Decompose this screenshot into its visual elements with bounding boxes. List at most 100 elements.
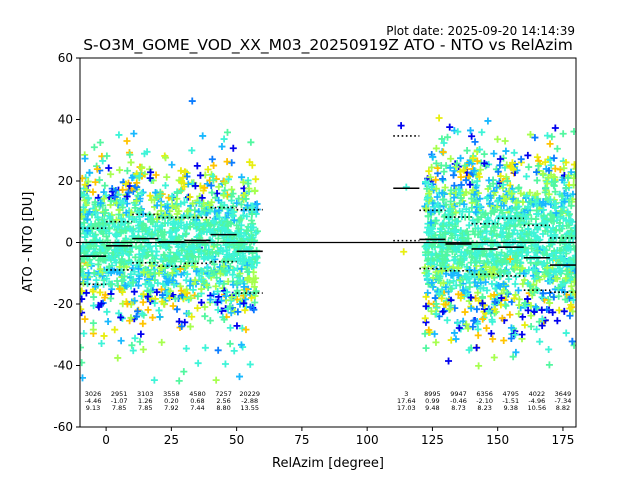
scatter-point <box>506 255 514 263</box>
scatter-point <box>454 271 462 279</box>
scatter-point <box>570 255 576 263</box>
scatter-point <box>494 198 502 206</box>
scatter-point <box>203 264 211 272</box>
scatter-point <box>507 324 515 332</box>
scatter-point <box>169 302 177 310</box>
scatter-point <box>539 170 547 178</box>
scatter-point <box>131 334 139 342</box>
scatter-point <box>126 151 134 159</box>
scatter-point <box>533 153 541 161</box>
scatter-point <box>114 354 122 362</box>
scatter-point <box>146 192 154 200</box>
scatter-point <box>180 368 188 376</box>
bin-std-label: 8.80 <box>216 404 230 412</box>
scatter-point <box>158 298 166 306</box>
bin-mean-label: -2.10 <box>476 397 493 405</box>
scatter-point <box>539 289 547 297</box>
scatter-point <box>510 330 518 338</box>
scatter-point <box>220 135 228 143</box>
scatter-point <box>179 174 187 182</box>
scatter-point <box>524 248 532 256</box>
scatter-point <box>546 140 554 148</box>
bin-std-label: 9.13 <box>86 404 100 412</box>
scatter-point <box>524 306 532 314</box>
scatter-point <box>523 230 531 238</box>
scatter-point <box>152 171 160 179</box>
scatter-point <box>550 181 558 189</box>
scatter-point <box>476 166 484 174</box>
scatter-point <box>427 219 435 227</box>
scatter-point <box>244 180 252 188</box>
scatter-point <box>158 285 166 293</box>
scatter-point <box>456 199 464 207</box>
scatter-point <box>90 143 98 151</box>
scatter-point <box>527 198 535 206</box>
scatter-point <box>184 207 192 215</box>
scatter-point <box>144 306 152 314</box>
scatter-point <box>220 316 228 324</box>
scatter-point <box>104 318 112 326</box>
scatter-point <box>545 190 553 198</box>
scatter-point <box>446 164 454 172</box>
scatter-point <box>161 181 169 189</box>
scatter-point <box>472 208 480 216</box>
scatter-point <box>447 302 455 310</box>
scatter-point <box>137 330 145 338</box>
scatter-point <box>201 247 209 255</box>
bin-std-label: 9.48 <box>425 404 439 412</box>
scatter-point <box>243 227 251 235</box>
scatter-point <box>253 227 261 235</box>
scatter-point <box>249 224 257 232</box>
scatter-point <box>468 253 476 261</box>
scatter-point <box>440 168 448 176</box>
scatter-point <box>491 206 499 214</box>
y-axis-label: ATO - NTO [DU] <box>21 192 36 293</box>
scatter-point <box>488 280 496 288</box>
scatter-point <box>189 200 197 208</box>
scatter-point <box>156 313 164 321</box>
scatter-point <box>480 150 488 158</box>
scatter-point <box>117 313 125 321</box>
scatter-point <box>553 145 561 153</box>
scatter-point <box>86 242 94 250</box>
scatter-point <box>207 182 215 190</box>
scatter-point <box>502 302 510 310</box>
scatter-point <box>490 150 498 158</box>
scatter-point <box>422 344 430 352</box>
scatter-point <box>136 218 144 226</box>
scatter-point <box>546 289 554 297</box>
scatter-point <box>483 227 491 235</box>
scatter-point <box>503 161 511 169</box>
bin-statistics: 3026-4.469.132951-1.077.8531031.267.8535… <box>80 135 576 412</box>
scatter-point <box>146 225 154 233</box>
scatter-point <box>456 281 464 289</box>
scatter-point <box>473 215 481 223</box>
scatter-point <box>482 324 490 332</box>
scatter-point <box>168 161 176 169</box>
bin-mean-label: 2.56 <box>216 397 230 405</box>
scatter-point <box>465 346 473 354</box>
scatter-point <box>208 254 216 262</box>
scatter-point <box>139 320 147 328</box>
scatter-point <box>84 227 92 235</box>
scatter-point <box>127 314 135 322</box>
bin-std-label: 10.56 <box>528 404 547 412</box>
scatter-point <box>178 246 186 254</box>
scatter-point <box>568 337 576 345</box>
scatter-point <box>474 231 482 239</box>
scatter-point <box>538 293 546 301</box>
scatter-point <box>531 134 539 142</box>
chart-title: S-O3M_GOME_VOD_XX_M03_20250919Z ATO - NT… <box>83 36 573 55</box>
scatter-point <box>484 307 492 315</box>
scatter-point <box>237 200 245 208</box>
scatter-point <box>531 275 539 283</box>
scatter-point <box>243 212 251 220</box>
scatter-point <box>239 260 247 268</box>
scatter-point <box>453 217 461 225</box>
scatter-point <box>463 273 471 281</box>
scatter-point <box>426 173 434 181</box>
scatter-point <box>241 256 249 264</box>
scatter-point <box>518 264 526 272</box>
scatter-point <box>216 270 224 278</box>
scatter-point <box>512 252 520 260</box>
